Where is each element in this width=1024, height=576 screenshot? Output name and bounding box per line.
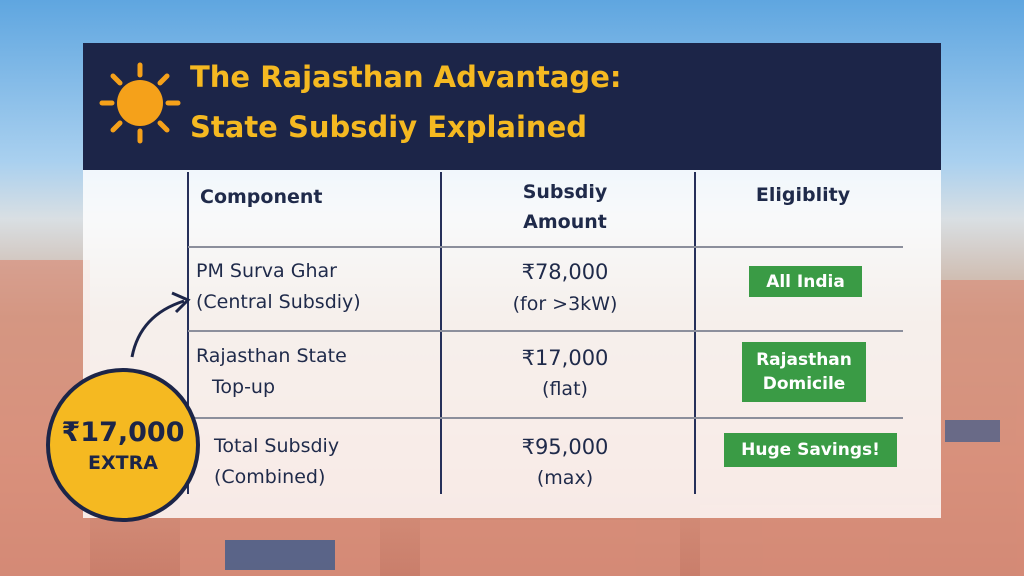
component: Total Subsdiy: [214, 435, 340, 457]
component-note: (Combined): [214, 466, 326, 488]
amount: ₹17,000: [521, 346, 609, 370]
row-divider: [188, 330, 903, 332]
eligibility-badge: Huge Savings!: [724, 433, 897, 467]
amount-note: (flat): [542, 378, 588, 400]
eligibility-badge: All India: [749, 266, 862, 297]
amount-note: (max): [536, 467, 594, 489]
row-divider: [188, 246, 903, 248]
column-divider: [440, 172, 442, 494]
eligibility: All India: [766, 271, 845, 292]
column-divider: [694, 172, 696, 494]
row-divider: [188, 417, 903, 419]
header-bar: [83, 43, 941, 170]
amount: ₹95,000: [521, 435, 609, 459]
component-note: (Central Subsdiy): [196, 291, 361, 313]
column-divider: [187, 172, 189, 494]
column-header: Subsdiy: [522, 181, 608, 203]
component: Rajasthan State: [196, 345, 347, 367]
eligibility: Huge Savings!: [741, 440, 880, 460]
column-header: Amount: [523, 211, 607, 233]
badge-amount: ₹17,000: [61, 416, 185, 448]
component: PM Surva Ghar: [196, 260, 337, 282]
savings-badge: ₹17,000 EXTRA: [46, 368, 200, 522]
amount-note: (for >3kW): [512, 293, 618, 315]
arrow: [130, 291, 191, 358]
title-line: The Rajasthan Advantage:: [190, 60, 622, 94]
column-header: Eligiblity: [755, 184, 851, 206]
eligibility: Rajasthan: [756, 350, 852, 370]
eligibility-badge: Rajasthan Domicile: [742, 342, 866, 402]
component-note: Top-up: [212, 376, 276, 398]
column-header: Component: [200, 186, 323, 208]
title-line: State Subsdiy Explained: [190, 110, 587, 144]
sun-icon: [99, 62, 181, 144]
amount: ₹78,000: [521, 260, 609, 284]
badge-label: EXTRA: [88, 451, 158, 474]
eligibility: Domicile: [762, 374, 846, 394]
